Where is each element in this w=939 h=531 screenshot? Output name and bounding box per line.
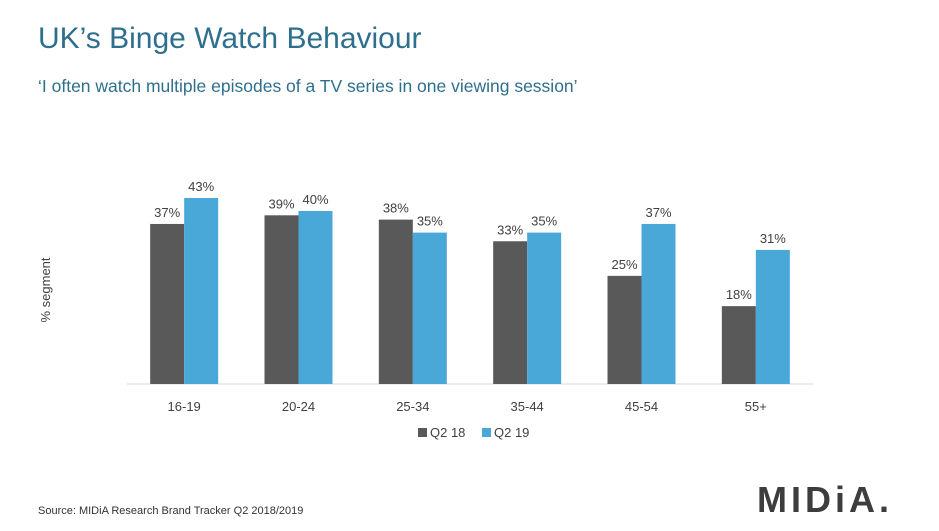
- bar-q2-18: [264, 215, 299, 384]
- x-tick-label: 16-19: [168, 399, 201, 414]
- x-tick-label: 55+: [745, 399, 767, 414]
- bar-q2-18: [721, 306, 756, 384]
- bar-q2-18: [378, 219, 413, 384]
- data-label: 35%: [417, 214, 443, 229]
- bar-q2-18: [607, 275, 642, 384]
- y-axis-label: % segment: [38, 257, 53, 322]
- svg-text:MIDiA.: MIDiA.: [757, 479, 893, 520]
- x-tick-label: 35-44: [511, 399, 544, 414]
- data-label: 38%: [383, 201, 409, 216]
- data-label: 43%: [188, 179, 214, 194]
- bar-q2-19: [755, 249, 790, 384]
- bar-q2-18: [493, 241, 528, 384]
- midia-logo: MIDiA.: [757, 478, 907, 531]
- data-label: 33%: [497, 222, 523, 237]
- x-tick-label: 20-24: [282, 399, 315, 414]
- bar-q2-19: [412, 232, 447, 384]
- bar-q2-18: [150, 223, 185, 384]
- data-label: 40%: [302, 192, 328, 207]
- source-note: Source: MIDiA Research Brand Tracker Q2 …: [38, 505, 304, 517]
- data-label: 37%: [154, 205, 180, 220]
- bar-q2-19: [641, 223, 676, 384]
- bar-q2-19: [298, 210, 333, 384]
- data-label: 35%: [531, 214, 557, 229]
- legend-label: Q2 19: [494, 425, 529, 440]
- legend-label: Q2 18: [430, 425, 465, 440]
- logo-icon: MIDiA.: [757, 479, 893, 520]
- legend-swatch: [418, 428, 427, 437]
- chart-legend: Q2 18 Q2 19: [418, 425, 529, 440]
- data-label: 25%: [611, 257, 637, 272]
- data-label: 31%: [760, 231, 786, 246]
- data-label: 18%: [726, 287, 752, 302]
- legend-swatch: [482, 428, 491, 437]
- page-title: UK’s Binge Watch Behaviour: [38, 22, 422, 55]
- data-label: 39%: [268, 196, 294, 211]
- x-tick-label: 25-34: [396, 399, 429, 414]
- chart-subtitle: ‘I often watch multiple episodes of a TV…: [38, 76, 578, 96]
- bar-q2-19: [527, 232, 562, 384]
- x-tick-label: 45-54: [625, 399, 658, 414]
- data-label: 37%: [645, 205, 671, 220]
- bar-q2-19: [184, 198, 219, 384]
